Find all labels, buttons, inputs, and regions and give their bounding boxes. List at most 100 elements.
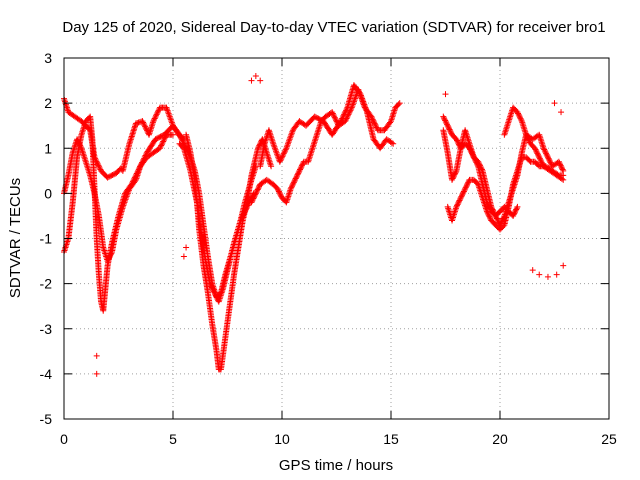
data-point — [244, 202, 251, 209]
data-point — [257, 77, 264, 84]
data-point — [131, 175, 138, 182]
data-point — [240, 212, 247, 219]
data-point — [511, 210, 518, 217]
data-point — [248, 77, 255, 84]
series-track-k — [176, 140, 257, 305]
data-point — [291, 178, 298, 185]
data-point — [543, 151, 550, 158]
data-point — [442, 117, 449, 124]
data-point — [511, 209, 518, 216]
data-point — [458, 193, 465, 200]
data-point — [208, 283, 215, 290]
y-tick-label: 2 — [44, 95, 52, 111]
data-point — [465, 179, 472, 186]
data-point — [558, 163, 565, 170]
data-point — [557, 161, 564, 168]
y-tick-label: -2 — [40, 276, 53, 292]
data-point — [473, 160, 480, 167]
data-point — [151, 115, 158, 122]
data-point — [295, 169, 302, 176]
data-point — [440, 114, 447, 121]
data-point — [541, 146, 548, 153]
data-point — [543, 150, 550, 157]
data-point — [443, 120, 450, 127]
data-point — [544, 273, 551, 280]
data-point — [242, 206, 249, 213]
x-tick-label: 15 — [383, 431, 399, 447]
data-point — [276, 158, 283, 165]
data-point — [356, 89, 363, 96]
series-track-c — [61, 113, 259, 314]
data-point — [515, 110, 522, 117]
data-point — [544, 152, 551, 159]
data-point — [551, 100, 558, 107]
data-point — [484, 200, 491, 207]
data-point — [287, 185, 294, 192]
data-point — [454, 202, 461, 209]
series-track-i — [440, 113, 521, 219]
data-point — [546, 156, 553, 163]
data-point — [246, 198, 253, 205]
data-point — [237, 217, 244, 224]
data-point — [333, 117, 340, 124]
data-point — [446, 126, 453, 133]
data-point — [129, 179, 136, 186]
data-point — [268, 163, 275, 170]
data-point — [534, 151, 541, 158]
data-point — [178, 136, 185, 143]
data-point — [340, 112, 347, 119]
data-point — [293, 174, 300, 181]
data-point — [140, 119, 147, 126]
data-point — [137, 162, 144, 169]
data-point — [243, 205, 250, 212]
data-point — [343, 107, 350, 114]
data-point — [500, 223, 507, 230]
data-point — [281, 149, 288, 156]
data-point — [331, 113, 338, 120]
data-point — [208, 284, 215, 291]
data-point — [371, 120, 378, 127]
data-point — [464, 180, 471, 187]
data-point — [242, 207, 249, 214]
x-tick-label: 0 — [60, 431, 68, 447]
data-point — [518, 116, 525, 123]
data-point — [515, 111, 522, 118]
data-point — [536, 155, 543, 162]
data-point — [390, 140, 397, 147]
data-point — [290, 180, 297, 187]
data-point — [445, 123, 452, 130]
data-point — [546, 158, 553, 165]
data-point — [454, 201, 461, 208]
data-point — [239, 213, 246, 220]
data-point — [133, 171, 140, 178]
data-point — [547, 159, 554, 166]
y-tick-label: -3 — [40, 321, 53, 337]
data-point — [154, 110, 161, 117]
data-point — [472, 158, 479, 165]
data-point — [474, 162, 481, 169]
data-point — [138, 160, 145, 167]
data-point — [183, 244, 190, 251]
data-point — [540, 145, 547, 152]
x-tick-label: 25 — [601, 431, 617, 447]
data-point — [253, 189, 260, 196]
data-point — [329, 109, 336, 116]
data-point — [487, 214, 494, 221]
data-point — [139, 118, 146, 125]
data-point — [160, 137, 167, 144]
x-axis-title: GPS time / hours — [279, 457, 393, 474]
data-point — [445, 125, 452, 132]
series-track-f — [257, 82, 397, 170]
data-point — [470, 152, 477, 159]
data-point — [274, 185, 281, 192]
data-point — [141, 153, 148, 160]
data-point — [470, 154, 477, 161]
data-point — [143, 151, 150, 158]
series-track-j — [501, 104, 567, 174]
data-point — [533, 149, 540, 156]
data-point — [329, 110, 336, 117]
data-point — [447, 129, 454, 136]
data-point — [279, 153, 286, 160]
data-point — [453, 136, 460, 143]
